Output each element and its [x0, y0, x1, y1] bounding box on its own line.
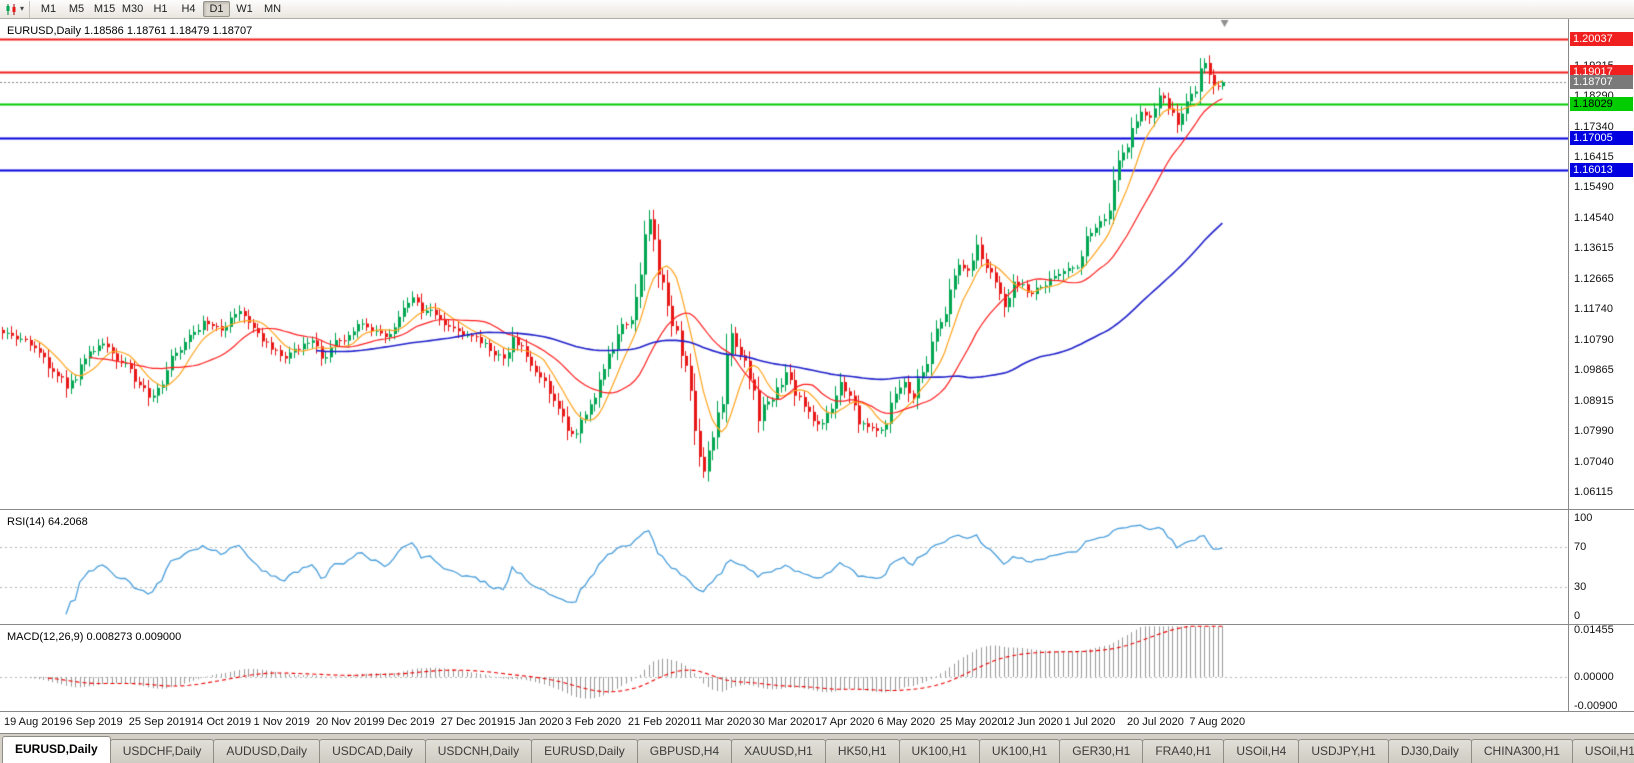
- date-axis-label: 6 May 2020: [877, 716, 935, 728]
- date-axis-label: 1 Jul 2020: [1064, 716, 1116, 728]
- price-axis-label: 1.17340: [1574, 120, 1614, 133]
- date-axis-label: 17 Apr 2020: [815, 716, 875, 728]
- price-axis-label: 1.10790: [1574, 334, 1614, 347]
- timeframe-button-m30[interactable]: M30: [121, 3, 144, 15]
- date-axis-label: 1 Nov 2019: [253, 716, 310, 728]
- macd-axis-label: 0.01455: [1574, 623, 1614, 636]
- price-axis-label: 1.07990: [1574, 425, 1614, 438]
- level-price-tag: 1.16013: [1570, 162, 1633, 177]
- macd-axis[interactable]: 0.01455 0.00000 -0.00900: [1568, 623, 1634, 713]
- price-chart-pane: EURUSD,Daily 1.18586 1.18761 1.18479 1.1…: [0, 19, 1634, 510]
- timeframe-buttons: M1 M5 M15 M30 H1 H4 D1 W1 MN: [35, 1, 286, 17]
- macd-axis-label: 0.00000: [1574, 670, 1614, 683]
- chart-tab-china300-h1[interactable]: CHINA300,H1: [1470, 739, 1573, 763]
- rsi-axis-label: 0: [1574, 610, 1581, 622]
- rsi-axis[interactable]: 100 70 30 0: [1568, 510, 1634, 624]
- price-axis-label: 1.12665: [1574, 272, 1614, 285]
- date-axis-label: 25 May 2020: [939, 716, 1004, 728]
- price-axis[interactable]: 1.192151.182901.173401.164151.154901.145…: [1568, 19, 1634, 509]
- bid-price-tag: 1.18707: [1570, 75, 1633, 90]
- date-axis-label: 3 Feb 2020: [565, 716, 622, 728]
- chart-tab-usdcnh-daily[interactable]: USDCNH,Daily: [424, 739, 533, 763]
- chart-tab-usoil-h4[interactable]: USOil,H4: [1223, 739, 1300, 763]
- chart-tab-eurusd-daily[interactable]: EURUSD,Daily: [531, 739, 638, 763]
- timeframe-button-w1[interactable]: W1: [236, 3, 253, 15]
- chart-tab-usoil-h1[interactable]: USOil,H1: [1571, 739, 1634, 763]
- chart-tab-ger30-h1[interactable]: GER30,H1: [1059, 739, 1144, 763]
- price-axis-label: 1.07040: [1574, 456, 1614, 469]
- chart-tab-dj30-daily[interactable]: DJ30,Daily: [1387, 739, 1472, 763]
- timeframe-button-d1[interactable]: D1: [203, 1, 231, 17]
- date-axis-label: 12 Jun 2020: [1002, 716, 1063, 728]
- chart-tab-usdchf-daily[interactable]: USDCHF,Daily: [109, 739, 215, 763]
- rsi-axis-label: 70: [1574, 541, 1587, 554]
- price-axis-label: 1.06115: [1574, 486, 1613, 499]
- rsi-indicator-label: RSI(14) 64.2068: [7, 516, 88, 528]
- chart-tab-audusd-daily[interactable]: AUDUSD,Daily: [213, 739, 321, 763]
- date-axis-label: 9 Dec 2019: [378, 716, 435, 728]
- chart-tab-hk50-h1[interactable]: HK50,H1: [824, 739, 900, 763]
- macd-chart-canvas[interactable]: [0, 625, 1568, 711]
- date-axis-label: 27 Dec 2019: [440, 716, 504, 728]
- date-axis-label: 14 Oct 2019: [191, 716, 252, 728]
- rsi-chart-canvas[interactable]: [0, 510, 1568, 624]
- price-axis-label: 1.13615: [1574, 242, 1614, 255]
- date-axis-label: 25 Sep 2019: [128, 716, 192, 728]
- price-axis-label: 1.15490: [1574, 181, 1614, 193]
- rsi-axis-label: 100: [1574, 512, 1593, 524]
- timeframe-button-m5[interactable]: M5: [68, 3, 85, 15]
- price-axis-label: 1.08915: [1574, 395, 1614, 408]
- price-axis-label: 1.16415: [1574, 150, 1614, 163]
- chevron-down-icon: ▾: [20, 4, 25, 13]
- level-price-tag: 1.17005: [1570, 130, 1633, 145]
- chart-tab-eurusd-daily[interactable]: EURUSD,Daily: [2, 736, 111, 763]
- timeframe-button-h4[interactable]: H4: [181, 3, 196, 15]
- price-chart-canvas[interactable]: [0, 19, 1568, 509]
- date-axis-label: 15 Jan 2020: [503, 716, 564, 728]
- candlestick-chart-icon: [6, 3, 16, 15]
- chart-type-dropdown[interactable]: ▾: [3, 0, 31, 18]
- price-axis-label: 1.14540: [1574, 211, 1614, 224]
- chart-tab-xauusd-h1[interactable]: XAUUSD,H1: [731, 739, 826, 763]
- date-axis-label: 21 Feb 2020: [627, 716, 690, 728]
- chart-tab-gbpusd-h4[interactable]: GBPUSD,H4: [636, 739, 733, 763]
- macd-axis-label: -0.00900: [1574, 700, 1618, 713]
- chart-tab-usdcad-daily[interactable]: USDCAD,Daily: [319, 739, 426, 763]
- date-axis-label: 7 Aug 2020: [1189, 716, 1246, 728]
- timeframe-button-m15[interactable]: M15: [93, 3, 116, 15]
- price-axis-label: 1.09865: [1574, 364, 1614, 377]
- price-axis-label: 1.11740: [1574, 303, 1613, 316]
- macd-indicator-label: MACD(12,26,9) 0.008273 0.009000: [7, 631, 182, 643]
- timeframe-button-mn[interactable]: MN: [263, 3, 282, 15]
- timeframe-button-h1[interactable]: H1: [153, 3, 168, 15]
- date-axis-label: 6 Sep 2019: [66, 716, 123, 728]
- date-axis-label: 20 Nov 2019: [315, 716, 379, 728]
- chart-tabs-bar: EURUSD,Daily USDCHF,Daily AUDUSD,Daily USDC…: [0, 734, 1634, 763]
- timeframe-button-m1[interactable]: M1: [40, 3, 57, 15]
- rsi-axis-label: 30: [1574, 580, 1587, 593]
- date-axis[interactable]: 19 Aug 2019 6 Sep 2019 25 Sep 2019 14 Oct 2…: [0, 712, 1634, 734]
- date-axis-label: 30 Mar 2020: [752, 716, 815, 728]
- date-axis-label: 20 Jul 2020: [1127, 716, 1184, 728]
- level-price-tag: 1.20037: [1570, 31, 1633, 46]
- chart-tab-usdjpy-h1[interactable]: USDJPY,H1: [1298, 739, 1389, 763]
- chart-tab-uk100-h1[interactable]: UK100,H1: [978, 739, 1061, 763]
- date-axis-label: 11 Mar 2020: [690, 716, 752, 728]
- chart-tab-uk100-h1[interactable]: UK100,H1: [898, 739, 980, 763]
- rsi-indicator-pane: RSI(14) 64.2068 100 70 30 0: [0, 510, 1634, 625]
- macd-indicator-pane: MACD(12,26,9) 0.008273 0.009000 0.01455 0…: [0, 623, 1634, 713]
- chart-title-ohlc: EURUSD,Daily 1.18586 1.18761 1.18479 1.1…: [7, 25, 253, 37]
- chart-tab-fra40-h1[interactable]: FRA40,H1: [1142, 739, 1225, 763]
- timeframe-toolbar: ▾ M1 M5 M15 M30 H1 H4 D1 W1 MN: [0, 0, 1634, 19]
- date-axis-label: 19 Aug 2019: [4, 716, 66, 728]
- level-price-tag: 1.18029: [1570, 97, 1633, 112]
